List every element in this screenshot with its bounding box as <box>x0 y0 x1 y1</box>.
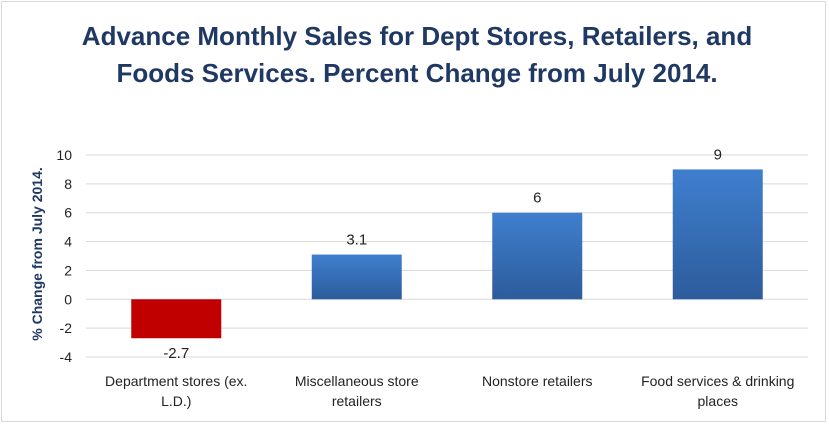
y-tick-label: 2 <box>64 262 72 278</box>
bar <box>492 212 583 300</box>
category-label: Miscellaneous store <box>295 373 419 389</box>
data-labels: -2.7 3.1 6 9 <box>163 146 722 362</box>
y-tick-label: 4 <box>64 234 72 250</box>
data-label: 9 <box>714 146 722 163</box>
category-label: places <box>698 393 738 409</box>
y-tick-label: -2 <box>60 320 73 336</box>
data-label: 3.1 <box>346 232 367 249</box>
category-label: L.D.) <box>161 393 191 409</box>
y-axis-ticks: -4 -2 0 2 4 6 8 10 <box>56 147 72 365</box>
category-label: retailers <box>332 393 382 409</box>
category-label: Food services & drinking <box>641 373 794 389</box>
data-label: 6 <box>533 190 541 207</box>
bar <box>311 254 402 300</box>
bars <box>131 169 763 339</box>
chart-title: Advance Monthly Sales for Dept Stores, R… <box>81 21 753 88</box>
y-tick-label: -4 <box>60 349 73 365</box>
data-label: -2.7 <box>163 345 189 362</box>
y-axis-label: % Change from July 2014. <box>29 167 45 341</box>
x-axis-categories: Department stores (ex. L.D.) Miscellaneous… <box>105 373 794 409</box>
y-tick-label: 8 <box>64 176 72 192</box>
y-tick-label: 6 <box>64 205 72 221</box>
bar <box>131 299 222 339</box>
y-tick-label: 10 <box>56 147 72 163</box>
category-label: Nonstore retailers <box>482 373 593 389</box>
category-label: Department stores (ex. <box>105 373 247 389</box>
bar <box>672 169 763 300</box>
y-tick-label: 0 <box>64 291 72 307</box>
